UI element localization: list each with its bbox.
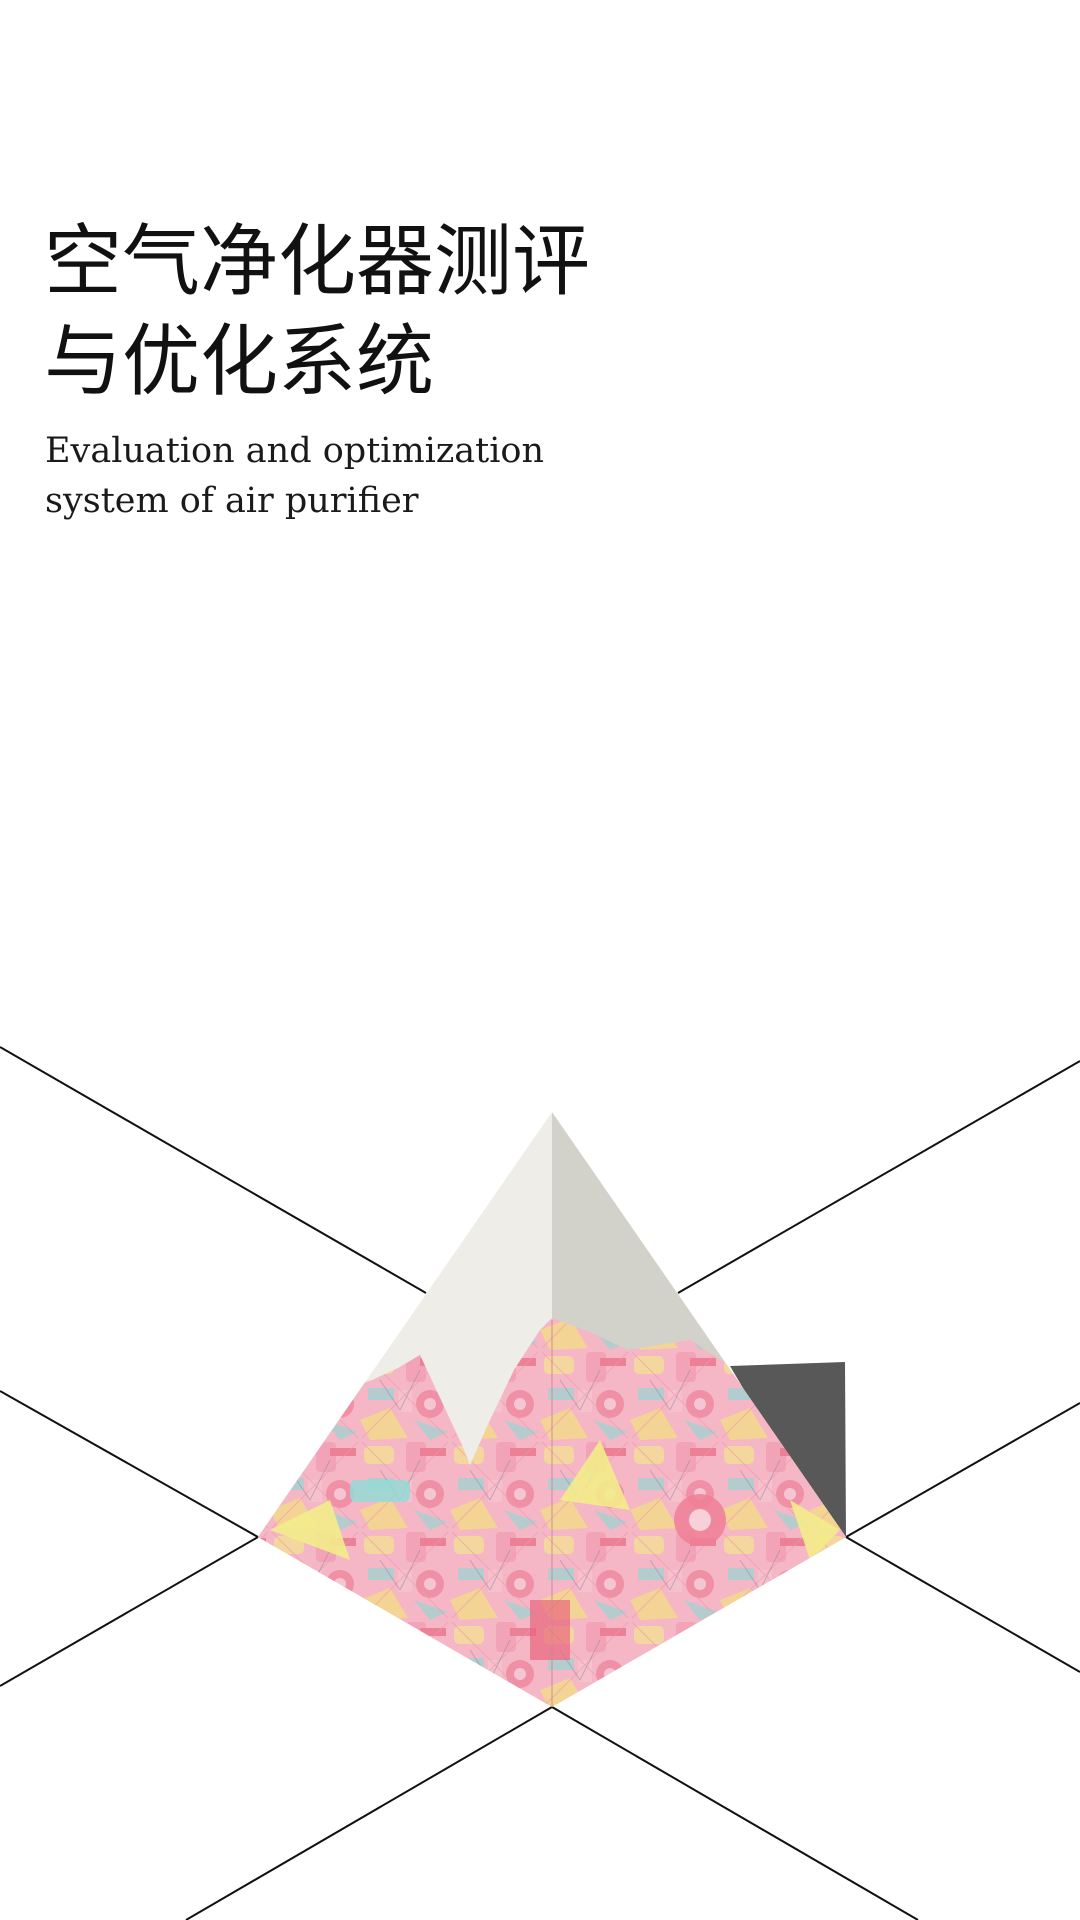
subtitle-block: Evaluation and optimization system of ai… — [45, 426, 745, 526]
title-block: 空气净化器测评 与优化系统 — [44, 212, 744, 412]
subtitle-line-2: system of air purifier — [45, 481, 419, 521]
subtitle-line-1: Evaluation and optimization — [45, 431, 545, 471]
page-title-line-2: 与优化系统 — [44, 317, 435, 407]
geometric-line-background — [0, 1046, 1080, 1920]
page-title-line-1: 空气净化器测评 — [44, 217, 591, 307]
pyramid-shadow — [730, 1362, 846, 1537]
